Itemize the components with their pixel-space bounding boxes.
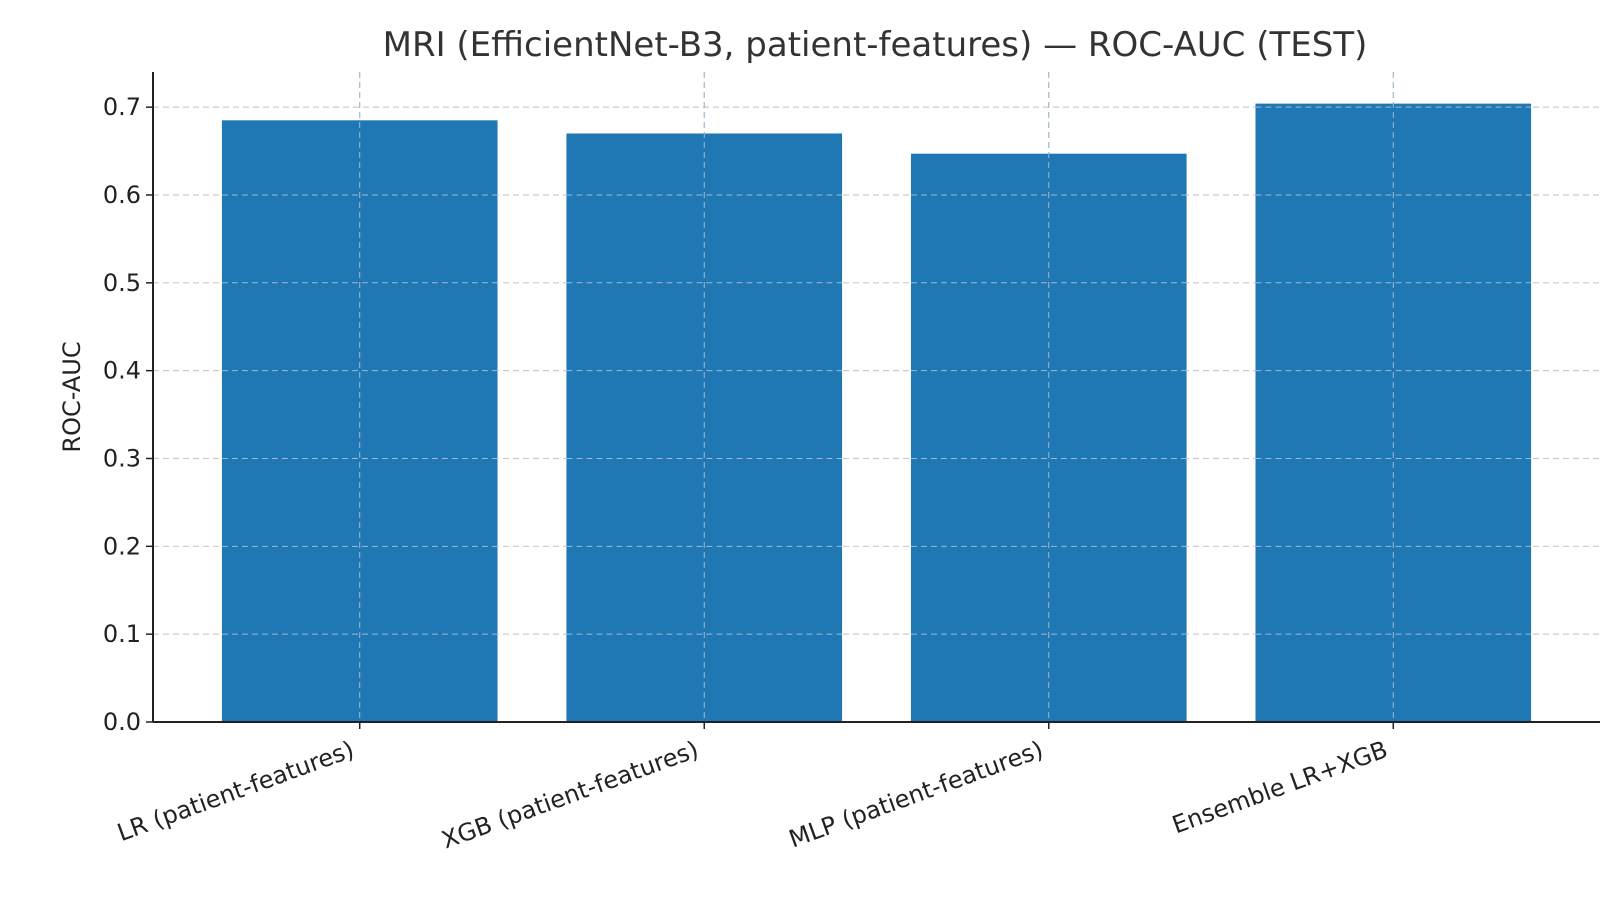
y-tick-label: 0.4 (103, 357, 141, 385)
y-tick-label: 0.1 (103, 620, 141, 648)
x-tick-label: Ensemble LR+XGB (1168, 735, 1391, 839)
y-tick-label: 0.2 (103, 532, 141, 560)
y-tick-label: 0.7 (103, 93, 141, 121)
x-tick-label: XGB (patient-features) (438, 735, 702, 854)
bars (221, 72, 1532, 723)
y-tick-label: 0.0 (103, 708, 141, 736)
axes (152, 72, 1600, 723)
chart-title: MRI (EfficientNet-B3, patient-features) … (383, 25, 1368, 65)
y-tick-label: 0.3 (103, 444, 141, 472)
x-tick-label: LR (patient-features) (114, 735, 358, 847)
y-ticks: 0.0 0.1 0.2 0.3 0.4 0.5 0.6 0.7 (103, 93, 153, 736)
bar (221, 120, 498, 723)
y-tick-label: 0.5 (103, 269, 141, 297)
x-tick-label: MLP (patient-features) (785, 735, 1047, 853)
x-ticks: LR (patient-features) XGB (patient-featur… (114, 722, 1395, 854)
y-tick-label: 0.6 (103, 181, 141, 209)
y-axis-label: ROC-AUC (58, 341, 86, 452)
